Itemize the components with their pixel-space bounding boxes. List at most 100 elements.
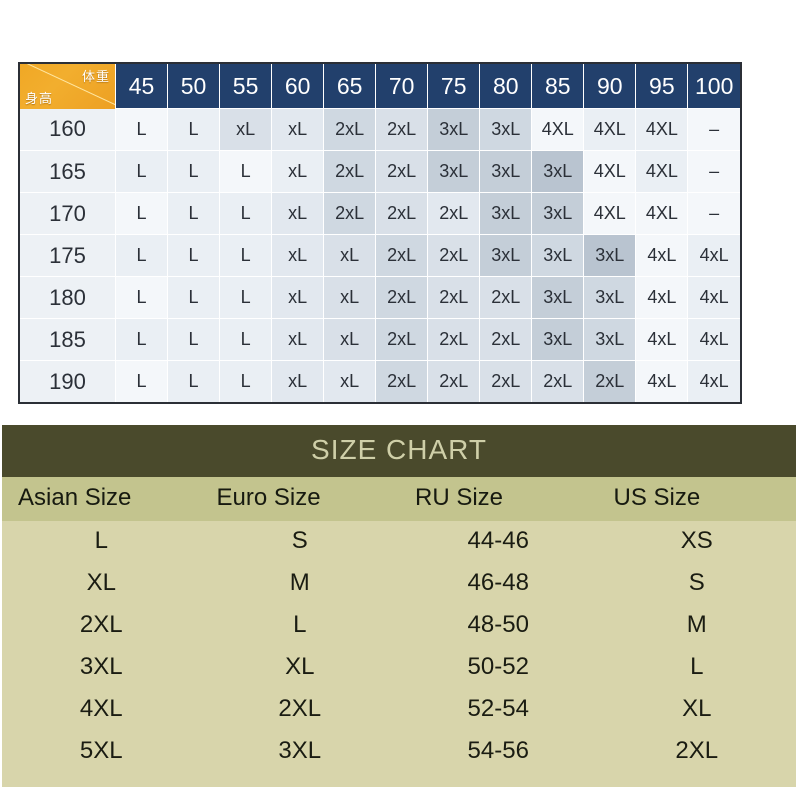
corner-weight-label: 体重 bbox=[81, 69, 110, 84]
size-cell: 3xL bbox=[479, 192, 533, 235]
corner-height-label: 身高 bbox=[25, 90, 54, 106]
weight-header-75: 75 bbox=[427, 64, 481, 109]
size-chart-header-row: Asian Size Euro Size RU Size US Size bbox=[2, 477, 796, 521]
weight-header-60: 60 bbox=[271, 64, 325, 109]
size-chart-row: 5XL 3XL 54-56 2XL bbox=[2, 731, 796, 773]
size-chart-cell: L bbox=[597, 647, 796, 689]
size-chart-cell: 2XL bbox=[200, 689, 399, 731]
size-cell: 4xL bbox=[635, 276, 689, 319]
size-cell: 3xL bbox=[531, 276, 585, 319]
size-chart-cell: 3XL bbox=[2, 647, 201, 689]
size-chart-col-ru-size: RU Size bbox=[399, 477, 598, 521]
size-chart-header: Asian Size Euro Size RU Size US Size bbox=[2, 477, 796, 521]
height-label-175: 175 bbox=[20, 234, 116, 277]
height-label-190: 190 bbox=[20, 360, 116, 402]
height-label-160: 160 bbox=[20, 108, 116, 151]
size-cell: L bbox=[167, 150, 221, 193]
size-cell: L bbox=[219, 360, 273, 402]
size-cell: 2xL bbox=[375, 276, 429, 319]
weight-header-70: 70 bbox=[375, 64, 429, 109]
size-cell: 2xL bbox=[479, 360, 533, 402]
size-chart-cell: M bbox=[200, 563, 399, 605]
size-cell: 4xL bbox=[687, 318, 740, 361]
size-chart-cell: XL bbox=[2, 563, 201, 605]
size-cell: 4XL bbox=[635, 192, 689, 235]
size-cell: L bbox=[115, 192, 169, 235]
size-cell: 4XL bbox=[635, 150, 689, 193]
size-cell: 2xL bbox=[375, 360, 429, 402]
size-cell: xL bbox=[271, 108, 325, 151]
size-cell: L bbox=[115, 150, 169, 193]
size-chart-panel: SIZE CHART Asian Size Euro Size RU Size US … bbox=[2, 425, 796, 787]
size-cell: L bbox=[115, 234, 169, 277]
size-cell: 3xL bbox=[583, 318, 637, 361]
size-chart-cell: 48-50 bbox=[399, 605, 598, 647]
size-cell: 2xL bbox=[531, 360, 585, 402]
size-cell: xL bbox=[271, 192, 325, 235]
size-chart-title: SIZE CHART bbox=[2, 425, 796, 477]
size-cell: 2xL bbox=[375, 150, 429, 193]
size-cell: 2xL bbox=[323, 192, 377, 235]
size-chart-cell: 54-56 bbox=[399, 731, 598, 773]
size-cell: 3xL bbox=[479, 234, 533, 277]
size-cell: L bbox=[167, 108, 221, 151]
size-cell: 4xL bbox=[687, 234, 740, 277]
size-cell: 4XL bbox=[583, 192, 637, 235]
size-cell: L bbox=[167, 192, 221, 235]
size-cell: 2xL bbox=[427, 318, 481, 361]
size-cell: 4XL bbox=[531, 108, 585, 151]
size-cell: xL bbox=[323, 318, 377, 361]
size-chart-cell: 46-48 bbox=[399, 563, 598, 605]
size-cell: 2xL bbox=[479, 276, 533, 319]
weight-header-45: 45 bbox=[115, 64, 169, 109]
size-cell: 4xL bbox=[635, 360, 689, 402]
size-cell: 2xL bbox=[323, 108, 377, 151]
size-chart-cell: S bbox=[597, 563, 796, 605]
size-chart-cell: 4XL bbox=[2, 689, 201, 731]
size-cell: 4XL bbox=[583, 150, 637, 193]
size-cell: L bbox=[219, 276, 273, 319]
size-cell: 2xL bbox=[375, 318, 429, 361]
size-cell: – bbox=[687, 192, 740, 235]
weight-header-90: 90 bbox=[583, 64, 637, 109]
size-chart-cell: 50-52 bbox=[399, 647, 598, 689]
weight-header-65: 65 bbox=[323, 64, 377, 109]
size-cell: 3xL bbox=[427, 150, 481, 193]
size-chart-cell: XS bbox=[597, 521, 796, 563]
size-chart-cell: XL bbox=[597, 689, 796, 731]
size-cell: 2xL bbox=[427, 360, 481, 402]
size-chart-cell: 44-46 bbox=[399, 521, 598, 563]
size-cell: xL bbox=[271, 234, 325, 277]
size-cell: L bbox=[167, 318, 221, 361]
size-cell: L bbox=[115, 276, 169, 319]
size-chart-row: XL M 46-48 S bbox=[2, 563, 796, 605]
matrix-header-row: 体重 身高 45 50 55 60 65 70 75 80 85 90 95 100 bbox=[20, 64, 740, 109]
size-cell: 2xL bbox=[427, 234, 481, 277]
size-cell: L bbox=[219, 150, 273, 193]
size-chart-cell: 2XL bbox=[597, 731, 796, 773]
weight-header-95: 95 bbox=[635, 64, 689, 109]
size-chart-cell: M bbox=[597, 605, 796, 647]
size-cell: L bbox=[115, 360, 169, 402]
height-label-180: 180 bbox=[20, 276, 116, 319]
size-cell: L bbox=[167, 234, 221, 277]
height-label-170: 170 bbox=[20, 192, 116, 235]
size-chart-bottom-fill bbox=[2, 773, 796, 787]
size-cell: 3xL bbox=[583, 234, 637, 277]
size-cell: 2xL bbox=[375, 234, 429, 277]
size-cell: 2xL bbox=[427, 276, 481, 319]
size-cell: 3xL bbox=[427, 108, 481, 151]
size-cell: 2xL bbox=[323, 150, 377, 193]
size-cell: 4xL bbox=[635, 318, 689, 361]
size-cell: L bbox=[167, 360, 221, 402]
size-chart-cell: 5XL bbox=[2, 731, 201, 773]
